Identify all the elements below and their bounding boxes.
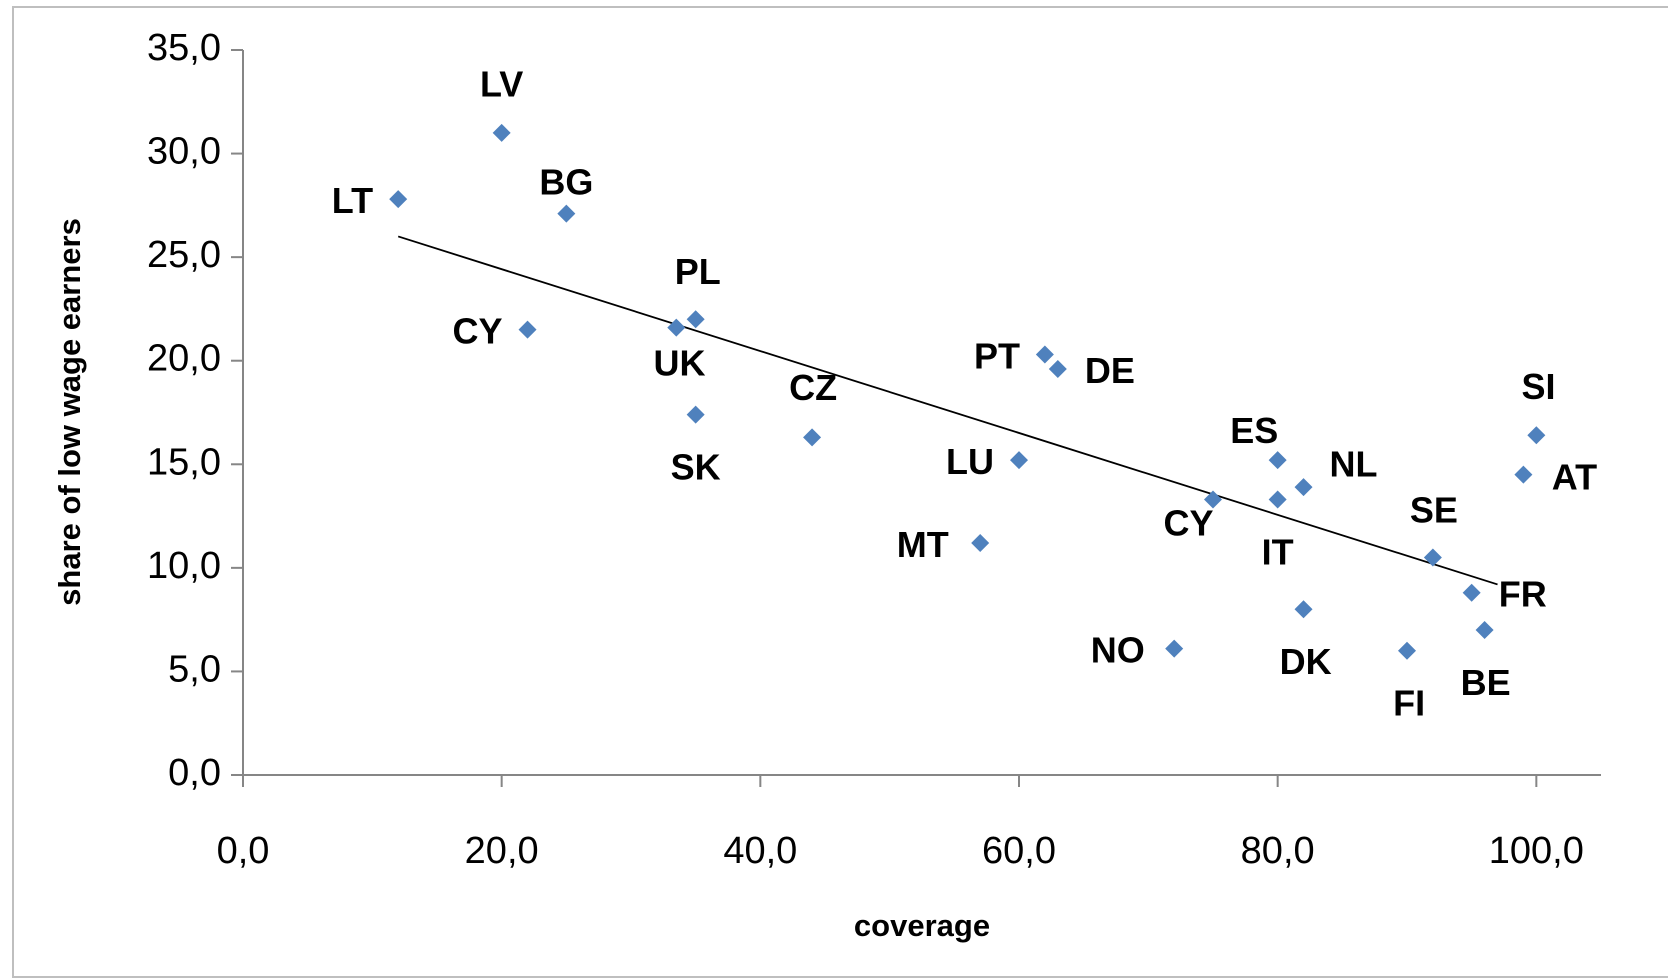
point bbox=[686, 405, 705, 424]
y-tick-label: 0,0 bbox=[168, 752, 221, 794]
point-label: PT bbox=[974, 335, 1020, 376]
point-label: UK bbox=[653, 342, 705, 383]
y-tick-label: 5,0 bbox=[168, 648, 221, 690]
point bbox=[1165, 639, 1184, 658]
point bbox=[557, 204, 576, 223]
x-tick-label: 100,0 bbox=[1489, 830, 1584, 872]
point-label: AT bbox=[1552, 456, 1597, 497]
y-tick-label: 30,0 bbox=[147, 131, 221, 173]
y-tick-label: 20,0 bbox=[147, 338, 221, 380]
y-tick-label: 10,0 bbox=[147, 545, 221, 587]
point bbox=[1204, 490, 1222, 509]
point-label: CY bbox=[453, 310, 503, 351]
point bbox=[686, 310, 705, 329]
point-label: FI bbox=[1393, 683, 1425, 724]
point bbox=[1475, 621, 1494, 639]
point bbox=[1423, 548, 1442, 567]
point-label: SE bbox=[1410, 489, 1458, 530]
y-axis-title: share of low wage earners bbox=[52, 218, 87, 606]
point bbox=[1268, 490, 1287, 509]
point bbox=[1514, 465, 1533, 484]
chart-frame bbox=[12, 6, 1668, 978]
point-label: DE bbox=[1085, 350, 1135, 391]
point-label: IT bbox=[1262, 531, 1294, 572]
x-tick-label: 80,0 bbox=[1241, 830, 1315, 872]
x-tick-label: 40,0 bbox=[723, 830, 797, 872]
point-label: FR bbox=[1499, 573, 1547, 614]
point-label: CZ bbox=[789, 367, 837, 408]
point bbox=[1268, 451, 1287, 470]
point bbox=[518, 320, 537, 339]
point-label: DK bbox=[1280, 641, 1332, 682]
point bbox=[803, 428, 822, 447]
y-tick-label: 15,0 bbox=[147, 441, 221, 483]
x-tick-label: 0,0 bbox=[217, 830, 270, 872]
point bbox=[389, 190, 408, 209]
point-label: LV bbox=[480, 64, 523, 105]
x-axis-title: coverage bbox=[854, 908, 990, 943]
point bbox=[1462, 583, 1481, 602]
trendline bbox=[397, 235, 1498, 586]
point-label: SI bbox=[1521, 366, 1555, 407]
point bbox=[1398, 641, 1416, 660]
point-label: MT bbox=[897, 524, 949, 565]
point-label: BG bbox=[539, 161, 593, 202]
point-label: LT bbox=[332, 180, 373, 221]
y-tick-label: 25,0 bbox=[147, 234, 221, 276]
point bbox=[667, 318, 686, 337]
point-label: NO bbox=[1091, 629, 1145, 670]
point bbox=[1035, 345, 1054, 364]
point-label: CY bbox=[1164, 503, 1214, 544]
point-label: LU bbox=[946, 441, 994, 482]
point-label: SK bbox=[671, 446, 721, 487]
point bbox=[1527, 426, 1546, 445]
point-label: PL bbox=[675, 251, 721, 292]
x-tick-label: 60,0 bbox=[982, 830, 1056, 872]
point bbox=[1010, 451, 1028, 470]
point bbox=[971, 534, 990, 552]
x-tick-label: 20,0 bbox=[465, 830, 539, 872]
point bbox=[1294, 478, 1313, 497]
point-label: NL bbox=[1330, 443, 1378, 484]
point bbox=[1048, 360, 1067, 378]
point bbox=[492, 123, 511, 142]
point-label: BE bbox=[1461, 662, 1511, 703]
y-tick-label: 35,0 bbox=[147, 27, 221, 69]
point bbox=[1294, 600, 1313, 619]
point-label: ES bbox=[1230, 410, 1278, 451]
